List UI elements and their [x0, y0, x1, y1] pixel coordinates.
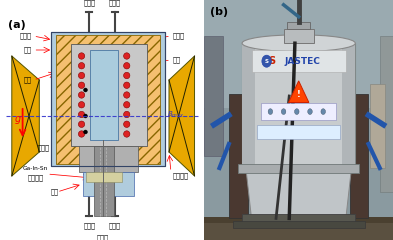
Bar — [71, 44, 147, 146]
Text: $B_{max}$: $B_{max}$ — [167, 110, 185, 120]
Bar — [204, 36, 223, 156]
Text: S: S — [264, 59, 268, 64]
Bar — [242, 214, 355, 223]
Circle shape — [123, 82, 130, 89]
Bar — [342, 43, 355, 168]
Text: (a): (a) — [8, 20, 26, 30]
Text: 液态金属: 液态金属 — [28, 175, 43, 181]
Circle shape — [281, 109, 286, 114]
Circle shape — [79, 63, 85, 69]
Circle shape — [308, 109, 312, 114]
Text: !: ! — [297, 90, 301, 99]
Circle shape — [123, 121, 130, 127]
Bar — [51, 32, 165, 166]
Text: 水冷: 水冷 — [24, 47, 31, 53]
Bar — [284, 29, 314, 43]
Bar — [204, 0, 393, 108]
Bar — [86, 172, 122, 182]
Bar — [380, 36, 393, 192]
Bar — [94, 146, 114, 216]
Bar — [370, 84, 386, 168]
Text: 坩埚: 坩埚 — [24, 77, 31, 83]
Circle shape — [123, 92, 130, 98]
Ellipse shape — [242, 35, 355, 52]
Bar — [51, 32, 165, 166]
Text: 样品: 样品 — [173, 57, 181, 63]
Circle shape — [123, 63, 130, 69]
Bar — [242, 43, 355, 168]
Bar — [204, 217, 393, 223]
Circle shape — [123, 72, 130, 79]
Text: 拉伸杆: 拉伸杆 — [96, 234, 108, 240]
Text: S: S — [268, 56, 275, 66]
Bar — [252, 50, 346, 72]
Circle shape — [123, 131, 130, 137]
Circle shape — [79, 92, 85, 98]
Circle shape — [268, 109, 273, 114]
Text: $g$: $g$ — [14, 114, 22, 126]
Text: 出水口: 出水口 — [83, 222, 95, 229]
Text: Ga-In-Sn: Ga-In-Sn — [23, 166, 48, 170]
Bar — [242, 43, 255, 168]
Circle shape — [83, 130, 87, 134]
Bar — [90, 50, 118, 140]
Bar — [261, 103, 336, 120]
Polygon shape — [288, 81, 309, 102]
Circle shape — [79, 121, 85, 127]
Polygon shape — [169, 56, 195, 176]
Circle shape — [79, 131, 85, 137]
Bar — [79, 146, 138, 172]
Circle shape — [79, 111, 85, 118]
Bar — [56, 35, 160, 163]
Bar — [233, 221, 365, 228]
Bar — [238, 164, 359, 173]
Text: (b): (b) — [210, 7, 228, 17]
Circle shape — [83, 114, 87, 118]
Bar — [257, 125, 340, 139]
Circle shape — [294, 109, 299, 114]
Bar — [350, 94, 369, 218]
Text: 出水口: 出水口 — [109, 0, 121, 6]
Text: 保温层: 保温层 — [19, 33, 31, 39]
Polygon shape — [12, 56, 39, 176]
Circle shape — [321, 109, 325, 114]
Circle shape — [79, 53, 85, 59]
Circle shape — [79, 82, 85, 89]
Circle shape — [123, 53, 130, 59]
Bar — [204, 221, 393, 240]
Circle shape — [123, 102, 130, 108]
Text: 进水口: 进水口 — [109, 222, 121, 229]
Circle shape — [79, 72, 85, 79]
Text: 热电偶: 热电偶 — [37, 145, 49, 151]
Circle shape — [83, 88, 87, 92]
Circle shape — [123, 111, 130, 118]
Text: 进水口: 进水口 — [83, 0, 95, 6]
Polygon shape — [246, 168, 351, 218]
Circle shape — [262, 55, 271, 67]
Text: 水冷: 水冷 — [51, 189, 59, 195]
Bar — [229, 94, 248, 218]
Bar — [83, 172, 134, 196]
Text: JASTEC: JASTEC — [285, 57, 320, 66]
Circle shape — [79, 102, 85, 108]
Text: 加热体: 加热体 — [173, 33, 185, 39]
Bar — [287, 22, 310, 29]
Text: 超导磁体: 超导磁体 — [173, 173, 189, 179]
